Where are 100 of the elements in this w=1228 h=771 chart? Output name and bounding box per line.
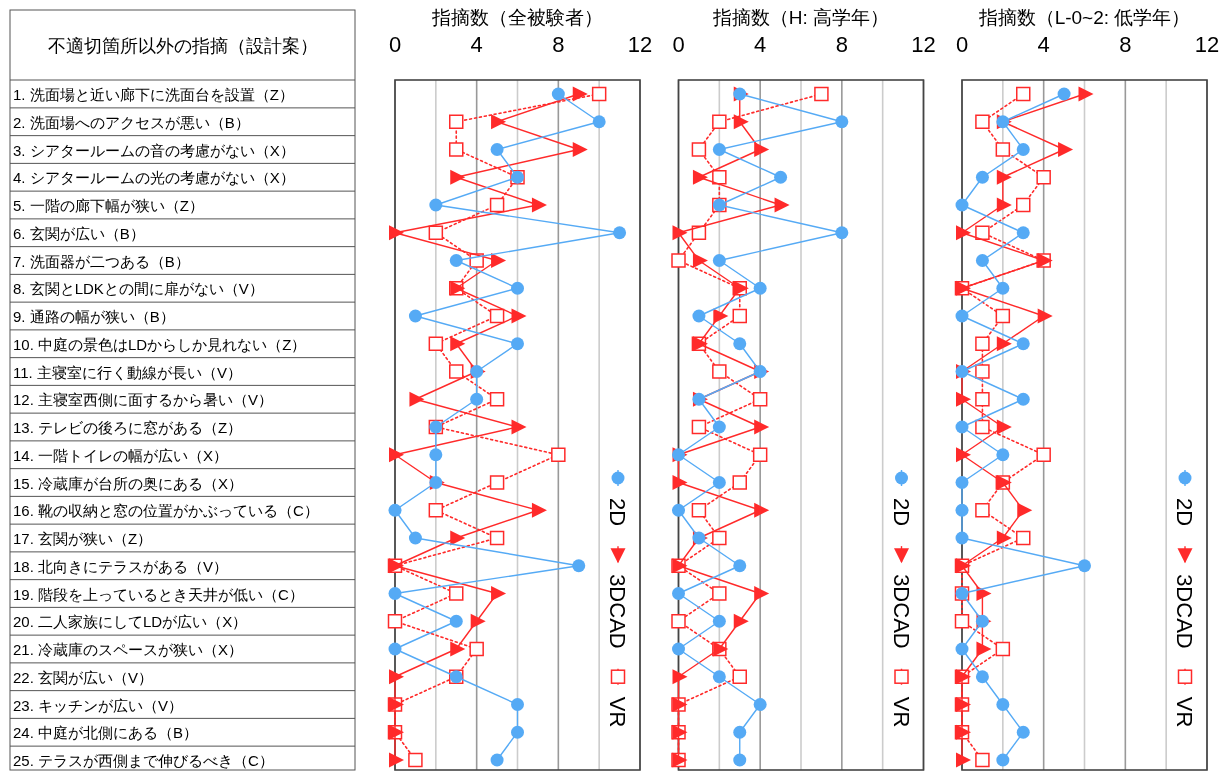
point [491, 114, 507, 130]
legend-label: VR [888, 696, 914, 728]
point [389, 447, 404, 463]
point [774, 197, 790, 213]
y-tick-label: 8. 玄関とLDKとの間に扉がない（V） [13, 280, 264, 298]
point [733, 559, 747, 573]
point [388, 587, 402, 600]
point [975, 419, 990, 435]
point [449, 142, 464, 157]
point [388, 642, 402, 656]
point [1037, 308, 1053, 324]
point [1016, 197, 1031, 213]
point [511, 337, 524, 351]
x-tick-label: 8 [835, 32, 848, 57]
point [551, 87, 565, 101]
point [975, 670, 989, 684]
point [732, 475, 747, 490]
point [671, 614, 686, 629]
point [408, 752, 423, 768]
point [975, 392, 990, 407]
y-tick-label: 5. 一階の廊下幅が狭い（Z） [13, 197, 204, 214]
point [732, 308, 747, 324]
point [1036, 170, 1051, 185]
y-tick-label: 18. 北向きにテラスがある（V） [13, 557, 229, 575]
point [428, 503, 444, 518]
point [511, 698, 524, 711]
y-tick-label: 15. 冷蔵庫が台所の奥にある（X） [13, 474, 244, 492]
point [956, 447, 971, 463]
point [752, 392, 768, 407]
point [955, 198, 969, 212]
point [733, 613, 749, 629]
point [449, 364, 464, 379]
point [450, 169, 466, 185]
point [955, 476, 969, 489]
chart-title: 指摘数（L-0~2: 低学年） [977, 7, 1191, 28]
point [975, 336, 990, 351]
point [955, 503, 969, 517]
point [449, 614, 463, 628]
point [551, 447, 566, 462]
legend-label: VR [605, 696, 630, 728]
point [672, 587, 685, 600]
point [671, 253, 686, 268]
point [613, 226, 627, 240]
point [449, 586, 464, 601]
y-tick-label: 23. キッチンが広い（V） [13, 696, 184, 714]
point [814, 86, 829, 102]
point [531, 502, 547, 518]
y-tick-label: 19. 階段を上っているとき天井が低い（C） [13, 585, 304, 603]
point [996, 197, 1012, 213]
point [408, 531, 422, 545]
chart-title: 指摘数（H: 高学年） [711, 7, 890, 28]
y-tick-label: 13. テレビの後ろに窓がある（Z） [13, 419, 243, 436]
point [470, 392, 484, 406]
point [691, 419, 707, 435]
point [956, 225, 971, 241]
point [754, 502, 770, 518]
legend-label: 2D [605, 498, 630, 527]
point [489, 392, 505, 407]
point [712, 614, 726, 628]
legend-label: 2D [1172, 498, 1197, 527]
y-tick-label: 2. 洗面場へのアクセスが悪い（B） [13, 113, 250, 131]
point [996, 336, 1012, 352]
y-tick-label: 24. 中庭が北側にある（B） [13, 724, 199, 742]
point [428, 225, 444, 240]
point [490, 753, 504, 767]
point [996, 281, 1010, 295]
point [1016, 392, 1030, 406]
point [975, 752, 990, 768]
point [672, 503, 685, 517]
point [429, 198, 443, 212]
point [975, 170, 989, 184]
point [955, 420, 969, 434]
point [572, 142, 588, 157]
point [712, 143, 726, 156]
point [754, 419, 770, 435]
point [469, 641, 484, 657]
point [428, 336, 444, 351]
point [995, 308, 1011, 324]
y-tick-label: 20. 二人家族にしてLDが広い（X） [13, 613, 248, 631]
point [1016, 86, 1031, 102]
point [450, 530, 466, 546]
point [389, 225, 404, 241]
point [733, 114, 749, 130]
legend-label: 2D [888, 498, 914, 527]
point [733, 337, 747, 351]
point [975, 503, 990, 518]
y-tick-label: 9. 通路の幅が狭い（B） [13, 308, 175, 325]
point [491, 253, 507, 268]
point [712, 670, 726, 684]
chart-title: 指摘数（全被験者） [431, 7, 603, 28]
point [672, 669, 688, 685]
point [733, 753, 747, 767]
y-tick-label: 4. シアタールームの光の考慮がない（X） [13, 169, 295, 187]
point [955, 531, 969, 545]
point [389, 752, 404, 768]
y-tick-label: 16. 靴の収納と窓の位置がかぶっている（C） [13, 502, 319, 520]
point [1058, 142, 1074, 157]
point [409, 391, 425, 407]
point [955, 642, 969, 656]
y-tick-label: 14. 一階トイレの幅が広い（X） [13, 446, 229, 464]
